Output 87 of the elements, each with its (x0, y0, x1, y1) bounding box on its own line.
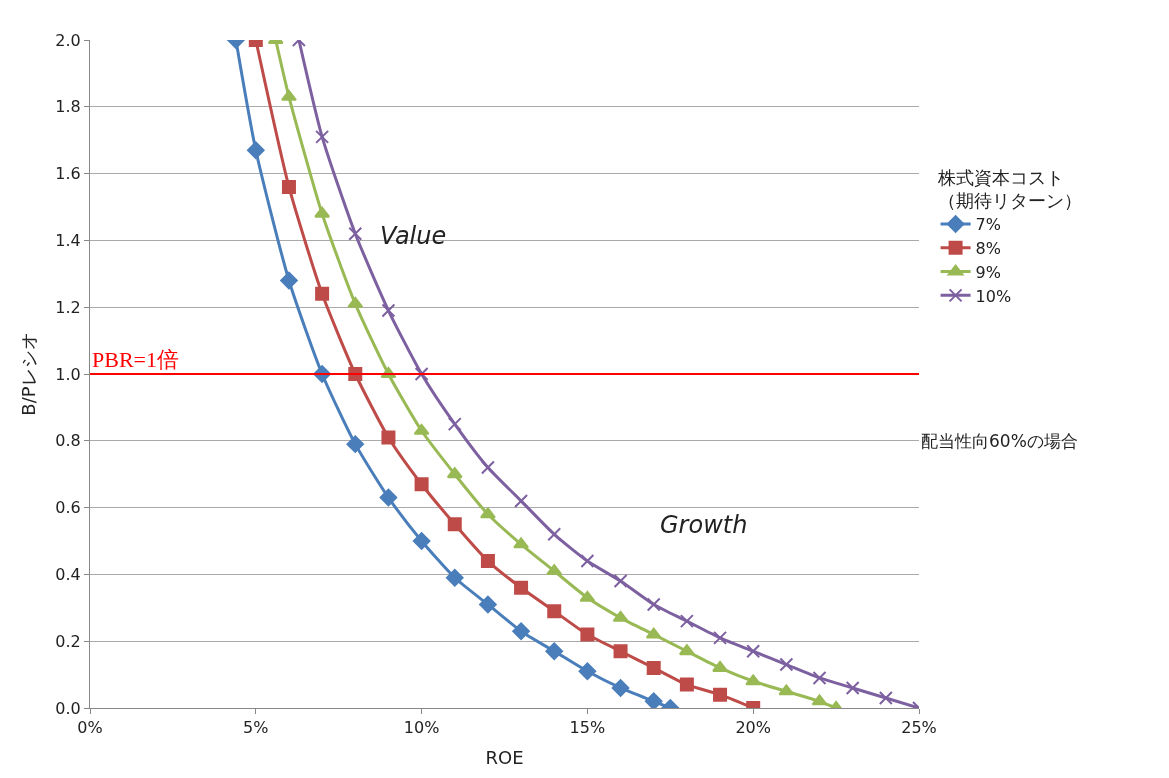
annotation: Growth (660, 511, 748, 539)
x-tick-label: 5% (243, 718, 269, 738)
point (414, 367, 429, 381)
point (745, 674, 762, 686)
point (247, 141, 265, 160)
y-tick-label: 0.4 (55, 565, 81, 584)
y-tick-label: 1.6 (55, 164, 81, 184)
point (545, 642, 564, 661)
point (580, 554, 595, 569)
point (315, 129, 330, 144)
point (512, 622, 530, 640)
x-axis-title: ROE (485, 747, 524, 769)
point (446, 467, 463, 479)
y-axis-title: B/Pレシオ (17, 332, 39, 416)
text: 配当性向60%の場合 (921, 431, 1078, 451)
y-tick-label: 1.2 (55, 297, 81, 317)
x-tick-label: 0% (77, 718, 103, 738)
x-tick-label: 15% (569, 718, 606, 738)
legend-label: 9% (975, 262, 1001, 282)
point (779, 657, 794, 672)
point (746, 644, 761, 659)
point (445, 568, 464, 587)
point (845, 680, 860, 695)
y-tick-label: 0.6 (55, 498, 81, 518)
point (413, 423, 430, 435)
point (547, 527, 562, 542)
x-tick-label: 25% (901, 718, 937, 738)
point (646, 597, 661, 612)
point (447, 517, 462, 532)
point (578, 662, 597, 681)
point (315, 286, 330, 301)
y-tick-label: 1.8 (55, 97, 81, 117)
point (480, 554, 495, 569)
annotation: Value (380, 222, 447, 250)
point (514, 580, 529, 595)
legend-title: 株式資本コスト（期待リターン） (936, 166, 1082, 212)
point (712, 660, 728, 672)
point (280, 271, 298, 290)
y-tick-label: 1.4 (55, 231, 81, 250)
x-tick-label: 20% (735, 718, 771, 738)
y-tick-label: 0.2 (55, 631, 81, 651)
legend-label: 7% (975, 215, 1001, 235)
point (679, 614, 694, 629)
point (547, 604, 562, 619)
point (646, 660, 661, 675)
point (379, 488, 398, 507)
point (613, 574, 628, 589)
point (546, 564, 563, 576)
point (580, 627, 595, 642)
point (678, 644, 695, 656)
point (347, 296, 364, 308)
point (611, 679, 630, 697)
y-tick-label: 1.0 (55, 364, 81, 384)
legend-label: 8% (975, 238, 1001, 258)
ref-line-label: PBR=1倍 (92, 347, 179, 372)
point (447, 417, 462, 432)
point (412, 532, 431, 550)
point (381, 303, 396, 318)
point (612, 610, 629, 622)
point (579, 590, 596, 602)
point (645, 627, 662, 639)
point (281, 179, 296, 194)
point (314, 206, 331, 218)
point (480, 460, 495, 475)
point (811, 694, 828, 706)
point (479, 507, 496, 519)
point (414, 477, 429, 492)
point (281, 89, 297, 101)
point (812, 670, 827, 685)
point (878, 690, 893, 705)
point (381, 430, 396, 445)
point (348, 226, 363, 241)
point (613, 644, 628, 659)
y-tick-label: 0.8 (55, 431, 81, 451)
point (479, 595, 497, 614)
point (514, 493, 529, 508)
point (713, 630, 728, 645)
legend-label: 10% (975, 286, 1012, 306)
point (778, 684, 795, 696)
point (346, 435, 365, 453)
y-tick-label: 0.0 (55, 698, 81, 718)
point (713, 687, 728, 702)
point (513, 537, 530, 549)
y-tick-label: 2.0 (55, 30, 81, 50)
point (679, 677, 694, 692)
point (644, 692, 663, 708)
x-tick-label: 10% (403, 718, 440, 738)
